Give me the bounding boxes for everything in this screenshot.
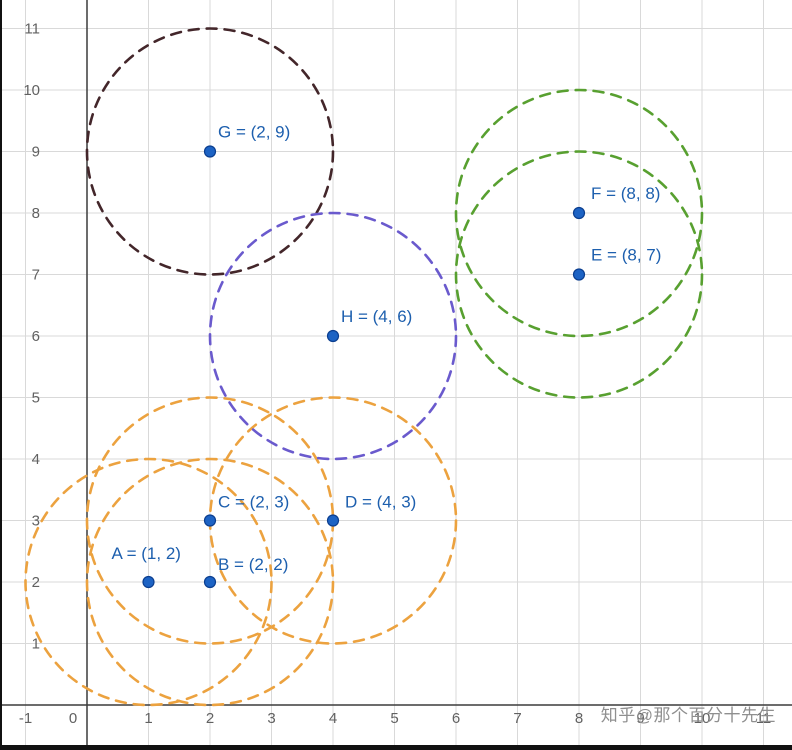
y-tick-label: 11: [24, 21, 40, 38]
point-label-A: A = (1, 2): [112, 544, 181, 563]
x-tick-label: 10: [694, 710, 711, 727]
x-tick-label: 8: [575, 710, 583, 727]
point-H[interactable]: [326, 329, 340, 343]
circle-E[interactable]: [454, 150, 704, 399]
point-label-D: D = (4, 3): [345, 493, 416, 512]
window-edge-left: [0, 0, 2, 750]
x-tick-label: 7: [513, 710, 521, 727]
y-tick-label: 4: [32, 451, 40, 468]
y-tick-label: 3: [32, 513, 40, 530]
x-tick-label: 4: [329, 710, 337, 727]
point-label-G: G = (2, 9): [218, 123, 290, 142]
point-label-E: E = (8, 7): [591, 246, 661, 265]
y-tick-label: 2: [32, 574, 40, 591]
point-label-C: C = (2, 3): [218, 493, 289, 512]
x-tick-label: 0: [69, 710, 77, 727]
y-tick-label: 10: [23, 82, 40, 99]
x-tick-label: 2: [206, 710, 214, 727]
circle-B[interactable]: [85, 457, 335, 707]
x-tick-label: 3: [267, 710, 275, 727]
point-A[interactable]: [142, 575, 155, 589]
point-F[interactable]: [572, 206, 586, 220]
point-D[interactable]: [326, 514, 340, 527]
x-tick-label: 1: [144, 710, 152, 727]
point-label-B: B = (2, 2): [218, 555, 288, 574]
point-C[interactable]: [203, 514, 217, 527]
y-tick-label: 1: [32, 636, 40, 653]
point-B[interactable]: [203, 575, 217, 589]
circle-G[interactable]: [85, 27, 335, 276]
point-E[interactable]: [572, 268, 586, 281]
y-tick-label: 8: [32, 205, 40, 222]
watermark: 知乎@那个百分十先生: [600, 706, 776, 725]
y-tick-label: 5: [32, 390, 40, 407]
x-tick-label: 6: [452, 710, 460, 727]
point-label-H: H = (4, 6): [341, 307, 412, 326]
x-tick-label: 9: [636, 710, 644, 727]
x-tick-label: 11: [756, 710, 772, 727]
x-tick-label: 5: [390, 710, 398, 727]
x-tick-label: -1: [19, 710, 32, 727]
window-edge-bottom: [0, 745, 792, 750]
circle-H[interactable]: [208, 211, 458, 461]
y-tick-label: 7: [32, 267, 40, 284]
y-tick-label: 9: [32, 144, 40, 161]
y-tick-label: 6: [32, 328, 40, 345]
point-label-F: F = (8, 8): [591, 184, 660, 203]
circle-F[interactable]: [454, 88, 704, 338]
circle-A[interactable]: [24, 457, 273, 707]
point-G[interactable]: [203, 145, 217, 158]
